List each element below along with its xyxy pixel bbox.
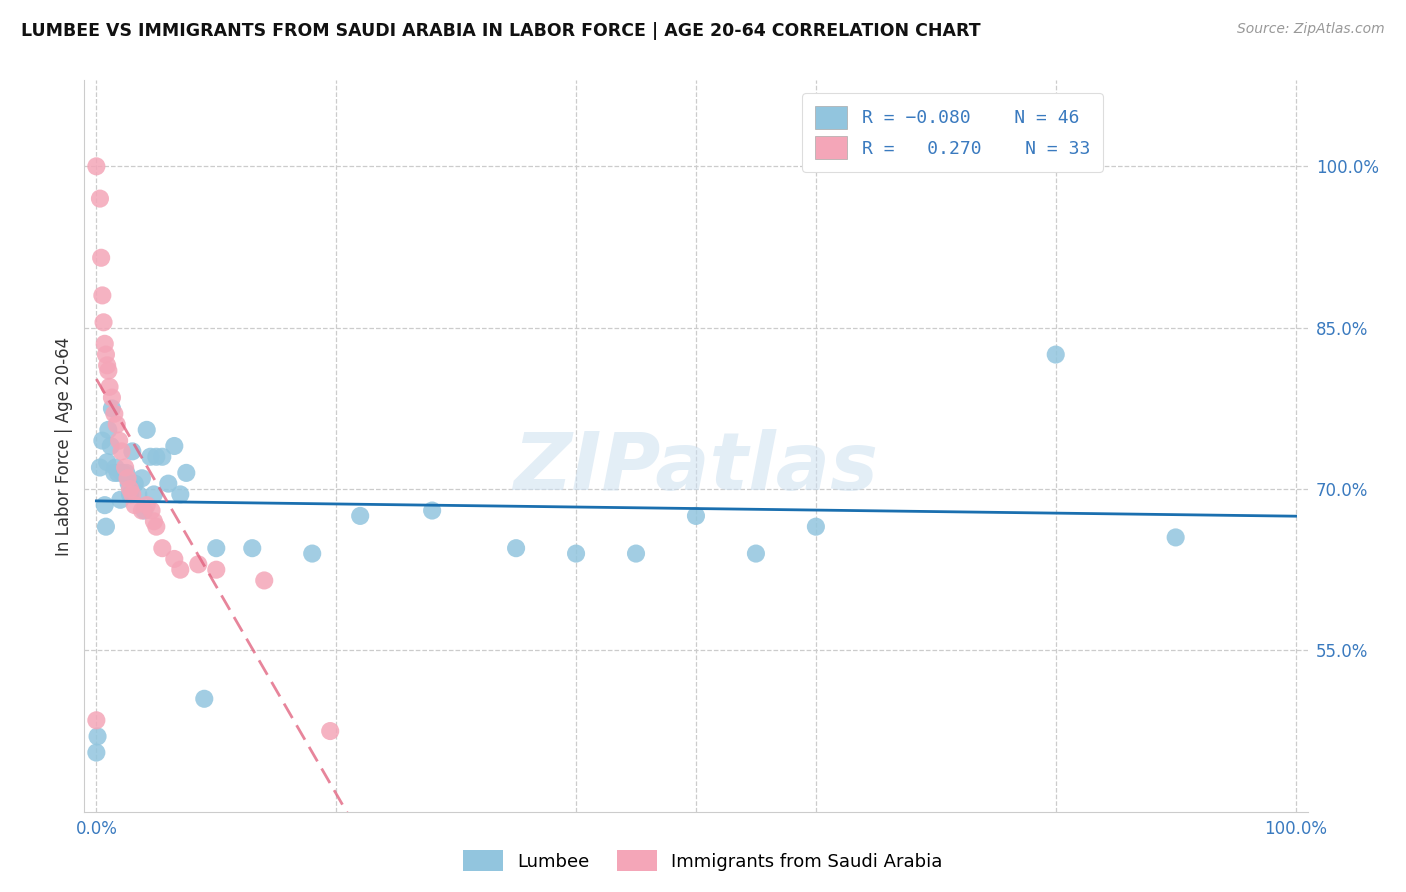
Point bbox=[89, 192, 111, 206]
Point bbox=[105, 417, 128, 432]
Point bbox=[142, 514, 165, 528]
Point bbox=[107, 466, 129, 480]
Legend: R = −0.080    N = 46, R =   0.270    N = 33: R = −0.080 N = 46, R = 0.270 N = 33 bbox=[803, 93, 1102, 172]
Legend: Lumbee, Immigrants from Saudi Arabia: Lumbee, Immigrants from Saudi Arabia bbox=[457, 843, 949, 879]
Point bbox=[319, 724, 342, 739]
Point bbox=[205, 541, 228, 556]
Point bbox=[205, 563, 228, 577]
Point bbox=[117, 471, 139, 485]
Point bbox=[91, 434, 114, 448]
Point bbox=[124, 498, 146, 512]
Point bbox=[96, 455, 118, 469]
Point bbox=[420, 503, 443, 517]
Point bbox=[301, 547, 323, 561]
Point bbox=[91, 288, 114, 302]
Point bbox=[124, 476, 146, 491]
Point bbox=[121, 487, 143, 501]
Point bbox=[118, 476, 141, 491]
Point bbox=[101, 391, 124, 405]
Point bbox=[141, 503, 163, 517]
Point bbox=[169, 563, 191, 577]
Point bbox=[86, 746, 108, 760]
Point bbox=[89, 460, 111, 475]
Point bbox=[93, 498, 117, 512]
Point bbox=[150, 541, 173, 556]
Point bbox=[163, 439, 186, 453]
Point bbox=[103, 407, 125, 421]
Point bbox=[142, 487, 165, 501]
Point bbox=[134, 503, 156, 517]
Point bbox=[97, 364, 120, 378]
Point bbox=[86, 730, 108, 744]
Point bbox=[94, 519, 117, 533]
Point bbox=[101, 401, 124, 416]
Point bbox=[745, 547, 768, 561]
Text: Source: ZipAtlas.com: Source: ZipAtlas.com bbox=[1237, 22, 1385, 37]
Point bbox=[108, 434, 131, 448]
Point bbox=[97, 423, 120, 437]
Point bbox=[114, 460, 136, 475]
Point bbox=[93, 336, 117, 351]
Point bbox=[131, 471, 153, 485]
Point bbox=[86, 159, 108, 173]
Point bbox=[169, 487, 191, 501]
Point bbox=[174, 466, 197, 480]
Point bbox=[150, 450, 173, 464]
Point bbox=[110, 492, 132, 507]
Point bbox=[157, 476, 180, 491]
Point bbox=[139, 450, 162, 464]
Point bbox=[145, 450, 167, 464]
Point bbox=[98, 380, 121, 394]
Point bbox=[127, 487, 149, 501]
Point bbox=[1045, 347, 1067, 362]
Point bbox=[187, 558, 209, 572]
Point bbox=[118, 482, 141, 496]
Point bbox=[96, 359, 118, 373]
Y-axis label: In Labor Force | Age 20-64: In Labor Force | Age 20-64 bbox=[55, 336, 73, 556]
Point bbox=[1164, 530, 1187, 544]
Point bbox=[240, 541, 263, 556]
Point bbox=[349, 508, 371, 523]
Point bbox=[685, 508, 707, 523]
Point bbox=[253, 574, 276, 588]
Point bbox=[145, 519, 167, 533]
Point bbox=[100, 439, 122, 453]
Point bbox=[135, 498, 157, 512]
Point bbox=[193, 691, 215, 706]
Point bbox=[135, 423, 157, 437]
Text: ZIPatlas: ZIPatlas bbox=[513, 429, 879, 507]
Point bbox=[111, 466, 134, 480]
Point bbox=[103, 466, 125, 480]
Point bbox=[163, 552, 186, 566]
Point bbox=[94, 347, 117, 362]
Point bbox=[110, 444, 132, 458]
Point bbox=[90, 251, 112, 265]
Text: LUMBEE VS IMMIGRANTS FROM SAUDI ARABIA IN LABOR FORCE | AGE 20-64 CORRELATION CH: LUMBEE VS IMMIGRANTS FROM SAUDI ARABIA I… bbox=[21, 22, 981, 40]
Point bbox=[505, 541, 527, 556]
Point bbox=[115, 466, 138, 480]
Point bbox=[86, 714, 108, 728]
Point bbox=[104, 460, 127, 475]
Point bbox=[131, 503, 153, 517]
Point bbox=[118, 487, 141, 501]
Point bbox=[804, 519, 827, 533]
Point bbox=[565, 547, 588, 561]
Point bbox=[121, 444, 143, 458]
Point bbox=[93, 315, 115, 329]
Point bbox=[624, 547, 647, 561]
